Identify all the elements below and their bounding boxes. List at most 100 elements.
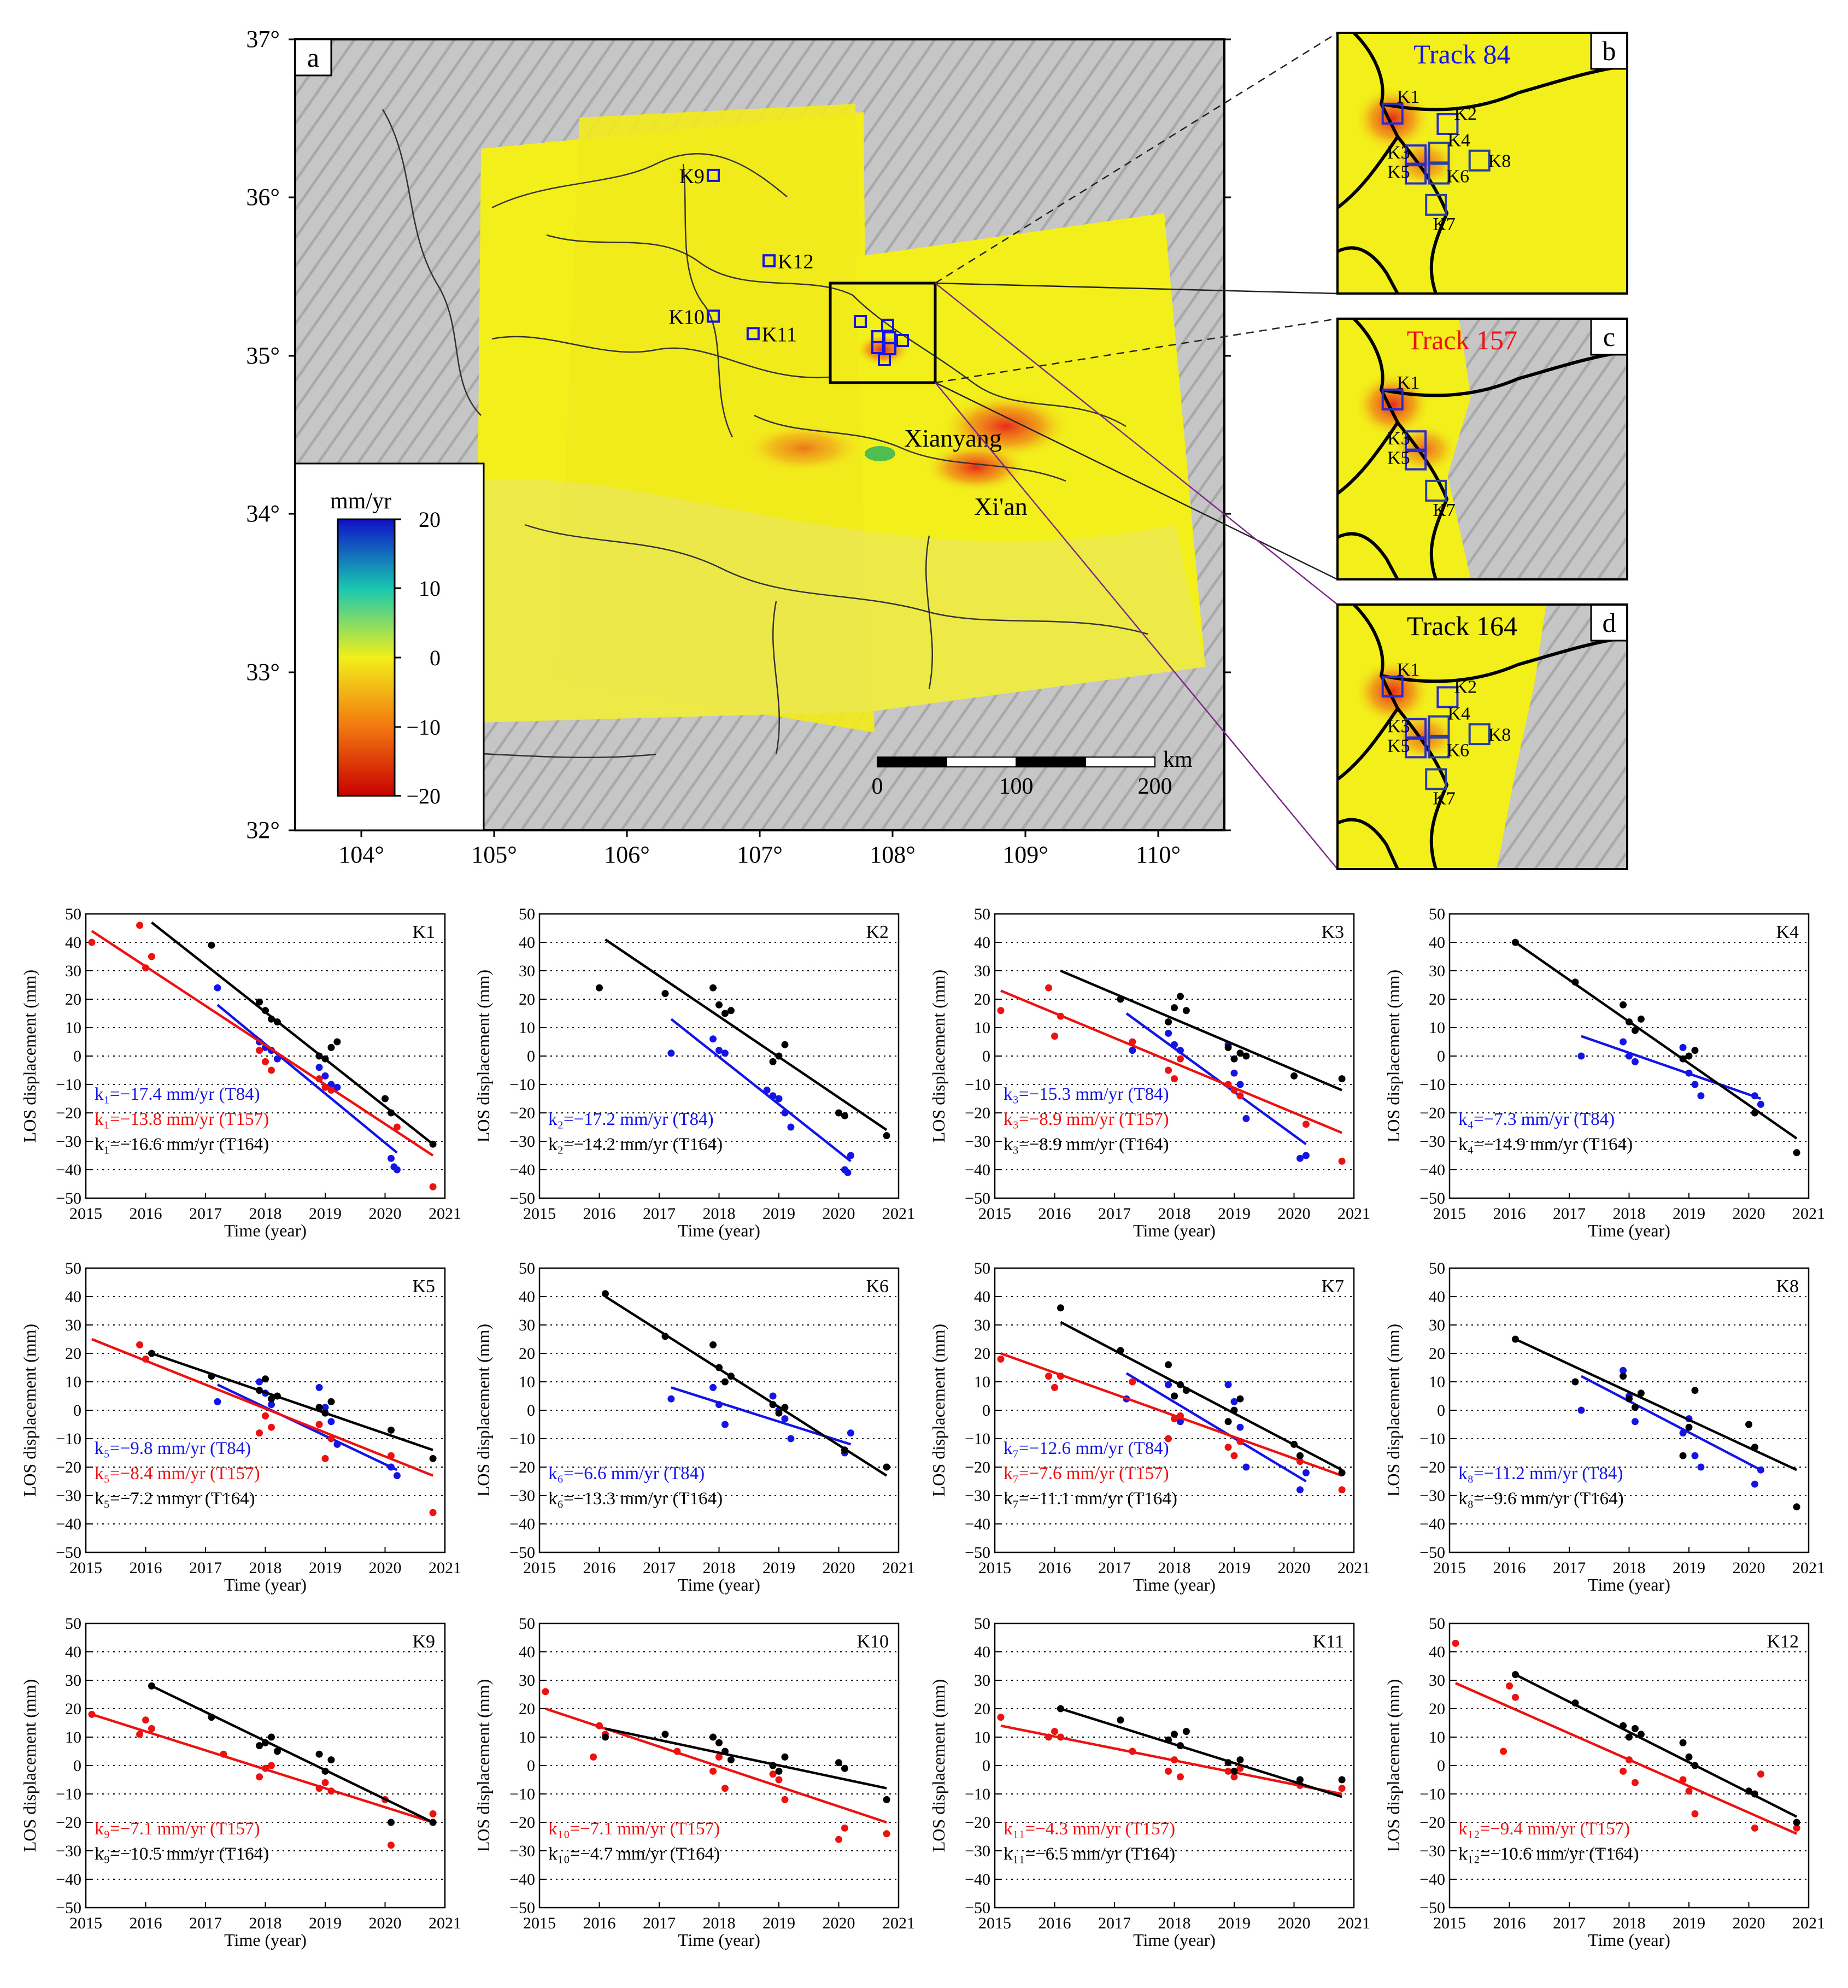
x-tick-label: 2021: [1337, 1559, 1370, 1577]
site-box-k12: [762, 254, 776, 268]
data-point-t84: [1296, 1154, 1304, 1162]
data-point-t164: [1793, 1503, 1800, 1511]
data-point-t157: [1051, 1033, 1058, 1040]
data-point-t84: [1626, 1052, 1633, 1060]
data-point-t164: [841, 1764, 848, 1772]
site-box-k5: [1405, 448, 1427, 471]
data-point-t157: [315, 1785, 323, 1792]
site-box-k11: [746, 327, 760, 341]
data-point-t84: [387, 1463, 395, 1471]
x-tick-label: 2018: [1613, 1205, 1646, 1223]
data-point-t84: [1296, 1486, 1304, 1494]
data-point-t157: [321, 1083, 329, 1091]
data-point-t157: [1176, 1773, 1184, 1781]
data-point-t84: [667, 1049, 675, 1057]
relief-area: [1497, 605, 1627, 869]
data-point-t84: [315, 1064, 323, 1071]
y-axis-label: LOS displacement (mm): [473, 970, 493, 1142]
data-point-t157: [321, 1455, 329, 1462]
data-point-t84: [1691, 1452, 1699, 1459]
x-axis-label: Time (year): [1588, 1221, 1670, 1240]
lon-label: 108°: [870, 841, 916, 868]
y-tick-label: 50: [519, 1259, 535, 1277]
y-tick-label: 10: [65, 1019, 81, 1037]
panel-title: K5: [412, 1276, 435, 1297]
y-tick-label: −20: [1419, 1814, 1445, 1832]
y-tick-label: −40: [56, 1515, 81, 1533]
panel-label-box-c: [1590, 318, 1628, 356]
data-point-t164: [781, 1404, 789, 1411]
x-tick-label: 2020: [1278, 1914, 1311, 1932]
x-axis-label: Time (year): [1133, 1930, 1216, 1950]
map-axis-ticks: [289, 38, 1231, 837]
inset-boundary: [1352, 31, 1449, 294]
x-axis-label: Time (year): [1133, 1575, 1216, 1594]
y-tick-label: −20: [509, 1104, 535, 1122]
data-point-t164: [1290, 1440, 1298, 1448]
data-point-t157: [1511, 1693, 1519, 1701]
lat-label: 36°: [246, 184, 280, 210]
data-point-t164: [1057, 1304, 1064, 1312]
data-point-t164: [148, 1350, 155, 1357]
rate-label-t164: k₁₁=−6.5 mm/yr (T164): [1004, 1844, 1175, 1864]
y-tick-label: 20: [65, 1345, 81, 1363]
site-box-k9: [706, 168, 720, 182]
data-point-t164: [1637, 1389, 1645, 1397]
site-box-k8: [1468, 149, 1491, 172]
data-point-t164: [709, 1733, 717, 1741]
data-point-t157: [1236, 1438, 1244, 1445]
site-box-k8: [1468, 723, 1491, 746]
data-point-t164: [721, 1010, 729, 1017]
data-point-t164: [1751, 1444, 1758, 1451]
data-point-t157: [1129, 1038, 1136, 1046]
plot-area: [86, 1268, 445, 1552]
data-point-t84: [267, 1401, 275, 1409]
site-label: K7: [1433, 214, 1456, 234]
fit-line-t164: [1060, 1707, 1342, 1798]
data-point-t164: [262, 1739, 269, 1746]
y-tick-label: 30: [1429, 1316, 1445, 1334]
data-point-t164: [1637, 1731, 1645, 1738]
site-box-k1: [1381, 676, 1404, 698]
y-tick-label: 30: [1429, 1672, 1445, 1690]
lon-label: 105°: [471, 841, 517, 868]
rate-label-t164: k₈=−9.6 mm/yr (T164): [1458, 1489, 1624, 1509]
map-panel-a: 37° 36° 35° 34° 33° 32° 104° 105° 106° 1…: [246, 26, 1338, 870]
site-box-k6: [1428, 736, 1450, 759]
fit-line-t84: [670, 1018, 852, 1163]
data-point-t157: [136, 922, 144, 929]
x-tick-label: 2021: [1337, 1914, 1370, 1932]
y-tick-label: −10: [965, 1076, 990, 1094]
data-point-t164: [775, 1767, 783, 1775]
data-point-t84: [775, 1095, 783, 1103]
x-tick-label: 2020: [369, 1205, 402, 1223]
plot-frame: [85, 913, 446, 1199]
y-tick-label: 20: [974, 990, 990, 1008]
y-tick-label: −30: [965, 1487, 990, 1505]
data-point-t157: [1751, 1824, 1758, 1832]
subsidence-xianyang: [940, 394, 1071, 459]
plot-frame: [1448, 913, 1810, 1199]
data-point-t164: [1620, 1373, 1627, 1380]
site-label: K2: [1454, 677, 1477, 697]
plot-frame: [994, 1267, 1355, 1553]
data-point-t84: [321, 1404, 329, 1411]
scale-bar: km 0 100 200: [872, 747, 1193, 799]
plot-frame: [85, 1267, 446, 1553]
x-tick-label: 2016: [1493, 1205, 1526, 1223]
insar-coverage-east: [855, 213, 1205, 712]
inset-boundary: [1336, 421, 1399, 495]
rate-label-t84: k₅=−9.8 mm/yr (T84): [95, 1439, 251, 1458]
data-point-t84: [1171, 1041, 1178, 1048]
data-point-t157: [1176, 1412, 1184, 1420]
data-point-t157: [1685, 1787, 1693, 1795]
x-tick-label: 2017: [1098, 1914, 1131, 1932]
site-label: K12: [778, 250, 813, 273]
fit-line-t164: [151, 1685, 434, 1824]
data-point-t164: [601, 1290, 609, 1298]
plot-frame: [538, 1267, 900, 1553]
data-point-t84: [214, 984, 221, 992]
site-label: K7: [1433, 500, 1456, 520]
x-axis-label: Time (year): [224, 1221, 307, 1240]
x-tick-label: 2018: [1613, 1914, 1646, 1932]
